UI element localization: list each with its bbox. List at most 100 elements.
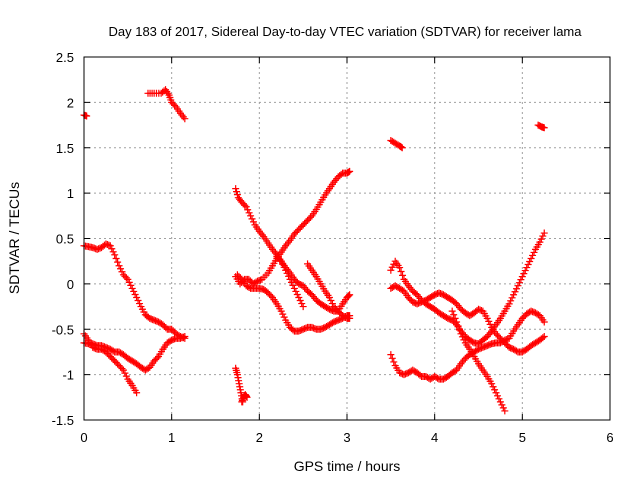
data-point: [277, 307, 285, 315]
data-point-interp: [245, 209, 253, 217]
data-point-interp: [486, 320, 494, 328]
y-tick-label: 1: [67, 186, 74, 201]
data-point: [540, 229, 548, 237]
data-point: [295, 293, 303, 301]
data-point-interp: [244, 206, 252, 214]
x-tick-labels: 0 1 2 3 4 5 6: [80, 430, 613, 445]
data-point: [290, 284, 298, 292]
data-point: [346, 167, 354, 175]
data-point-interp: [248, 215, 256, 223]
data-point: [523, 264, 531, 272]
data-point-interp: [279, 310, 287, 318]
series-arc-14: [387, 307, 548, 383]
data-point-interp: [456, 326, 464, 334]
data-point-interp: [397, 267, 405, 275]
x-tick-label: 5: [519, 430, 526, 445]
data-point-interp: [345, 292, 353, 300]
data-point-interp: [451, 314, 459, 322]
data-point-interp: [485, 317, 493, 325]
data-point: [299, 303, 307, 311]
data-point: [232, 185, 240, 193]
data-point-interp: [131, 290, 139, 298]
data-point-interp: [171, 101, 179, 109]
data-point-interp: [236, 274, 244, 282]
data-point-interp: [539, 232, 547, 240]
data-point-interp: [530, 248, 538, 256]
series-arc-03: [80, 240, 189, 342]
data-point: [540, 333, 548, 341]
data-point-interp: [499, 404, 507, 412]
series-arc-13: [387, 136, 406, 152]
data-point: [501, 407, 509, 415]
data-point-interp: [524, 261, 532, 269]
data-point: [247, 212, 255, 220]
data-point: [181, 333, 189, 341]
data-point: [510, 291, 518, 299]
data-point: [124, 275, 132, 283]
data-point-interp: [114, 258, 122, 266]
series-arc-01: [80, 111, 91, 120]
data-point-interp: [526, 257, 534, 265]
data-point-interp: [127, 281, 135, 289]
data-point: [540, 124, 548, 132]
series-arc-07: [238, 391, 251, 406]
x-tick-label: 6: [606, 430, 613, 445]
y-tick-label: 2.5: [56, 50, 74, 65]
data-point-interp: [153, 354, 161, 362]
data-point-interp: [489, 383, 497, 391]
chart-title: Day 183 of 2017, Sidereal Day-to-day VTE…: [108, 24, 582, 39]
data-point-interp: [257, 276, 265, 284]
data-point-interp: [233, 188, 241, 196]
data-point: [387, 351, 395, 359]
y-tick-labels: -1.5 -1 -0.5 0 0.5 1 1.5 2 2.5: [52, 50, 74, 428]
data-point-interp: [493, 392, 501, 400]
data-point: [396, 264, 404, 272]
data-point-interp: [121, 369, 129, 377]
data-point-interp: [460, 336, 468, 344]
series-arc-04: [80, 330, 141, 397]
x-tick-label: 1: [168, 430, 175, 445]
series-arc-12: [304, 260, 354, 322]
series-arc-15: [387, 229, 548, 348]
data-point: [346, 291, 354, 299]
data-point-interp: [520, 270, 528, 278]
data-point-interp: [511, 288, 519, 296]
data-point-interp: [507, 297, 515, 305]
data-point-interp: [298, 300, 306, 308]
data-point: [242, 203, 250, 211]
y-tick-label: 2: [67, 95, 74, 110]
grid: [84, 57, 610, 420]
data-point: [106, 242, 114, 250]
data-point-interp: [267, 292, 275, 300]
data-point-interp: [399, 271, 407, 279]
data-point-interp: [327, 297, 335, 305]
data-point-interp: [491, 386, 499, 394]
y-axis-label: SDTVAR / TECUs: [6, 182, 22, 294]
data-point-interp: [458, 333, 466, 341]
data-point: [111, 251, 119, 259]
data-point-interp: [289, 281, 297, 289]
data-point-interp: [515, 279, 523, 287]
data-point-interp: [109, 248, 117, 256]
x-tick-label: 0: [80, 430, 87, 445]
data-point-interp: [388, 263, 396, 271]
data-point: [457, 330, 465, 338]
series-arc-16: [387, 282, 548, 356]
data-point-interp: [397, 143, 405, 151]
data-point: [181, 115, 189, 123]
series-arc-02: [144, 86, 189, 123]
data-point: [398, 144, 406, 152]
series-arc-18: [534, 121, 548, 132]
y-tick-label: -1.5: [52, 413, 74, 428]
data-point-interp: [130, 287, 138, 295]
data-point-interp: [117, 265, 125, 273]
y-tick-label: 0.5: [56, 232, 74, 247]
data-points: [80, 86, 548, 415]
data-point: [527, 254, 535, 262]
data-point-interp: [328, 300, 336, 308]
data-point-interp: [450, 311, 458, 319]
y-tick-label: 1.5: [56, 141, 74, 156]
data-point: [505, 300, 513, 308]
data-point: [496, 398, 504, 406]
